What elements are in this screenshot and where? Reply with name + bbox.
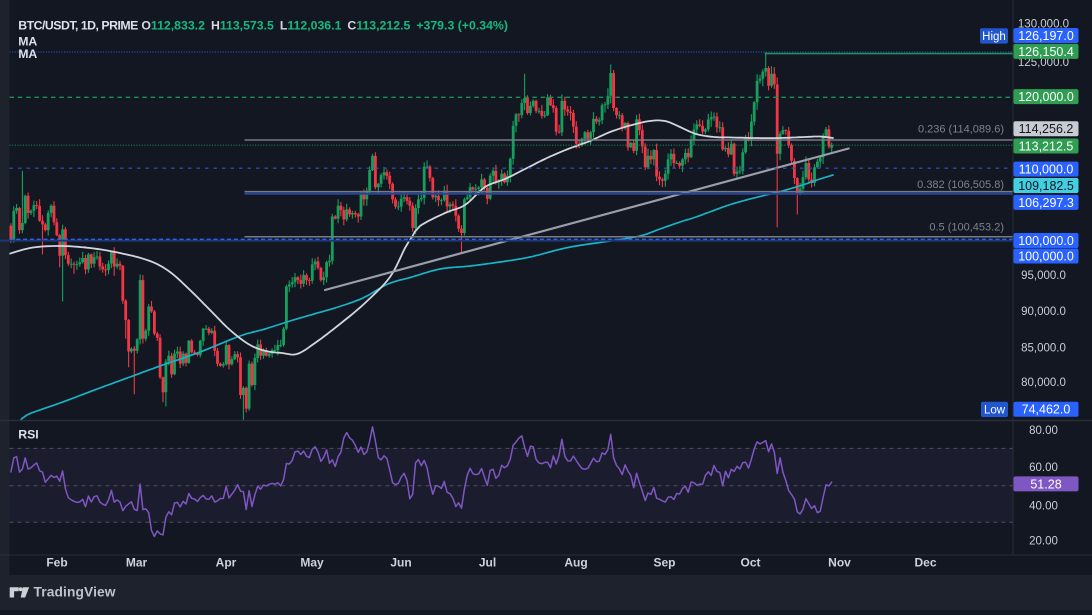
svg-text:90,000.0: 90,000.0 (1021, 306, 1066, 318)
svg-text:110,000.0: 110,000.0 (1019, 163, 1074, 177)
svg-text:51.28: 51.28 (1030, 477, 1061, 491)
svg-text:RSI: RSI (18, 427, 39, 441)
svg-text:Sep: Sep (653, 556, 675, 570)
svg-text:Jun: Jun (390, 556, 411, 570)
svg-text:113,212.5: 113,212.5 (1019, 139, 1074, 153)
svg-text:Mar: Mar (126, 556, 148, 570)
svg-text:74,462.0: 74,462.0 (1022, 403, 1071, 417)
svg-text:106,297.3: 106,297.3 (1018, 196, 1074, 210)
svg-text:125,000.0: 125,000.0 (1018, 57, 1069, 69)
svg-text:85,000.0: 85,000.0 (1021, 343, 1066, 355)
svg-text:114,256.2: 114,256.2 (1019, 122, 1074, 136)
svg-text:40.00: 40.00 (1029, 501, 1058, 513)
svg-text:Aug: Aug (564, 556, 587, 570)
svg-text:126,197.0: 126,197.0 (1018, 29, 1074, 43)
svg-text:May: May (300, 556, 324, 570)
svg-text:Jul: Jul (479, 556, 496, 570)
svg-text:60.00: 60.00 (1029, 462, 1058, 474)
svg-text:High: High (982, 31, 1006, 43)
svg-text:109,182.5: 109,182.5 (1018, 179, 1074, 193)
svg-text:Feb: Feb (46, 556, 67, 570)
svg-text:Nov: Nov (828, 556, 851, 570)
svg-text:0.5 (100,453.2): 0.5 (100,453.2) (929, 222, 1004, 234)
svg-text:80,000.0: 80,000.0 (1021, 377, 1066, 389)
svg-text:Apr: Apr (216, 556, 237, 570)
svg-text:100,000.0: 100,000.0 (1018, 234, 1074, 248)
svg-text:TradingView: TradingView (34, 585, 116, 600)
svg-text:Low: Low (984, 405, 1006, 417)
svg-text:100,000.0: 100,000.0 (1018, 249, 1074, 263)
svg-text:130,000.0: 130,000.0 (1018, 19, 1069, 31)
svg-text:80.00: 80.00 (1029, 425, 1058, 437)
svg-text:MA: MA (18, 47, 37, 61)
svg-text:126,150.4: 126,150.4 (1018, 45, 1074, 59)
svg-text:0.236 (114,089.6): 0.236 (114,089.6) (918, 124, 1004, 136)
svg-text:0.382 (106,505.8): 0.382 (106,505.8) (917, 179, 1004, 191)
svg-text:120,000.0: 120,000.0 (1018, 90, 1074, 104)
svg-text:Dec: Dec (914, 556, 936, 570)
svg-text:95,000.0: 95,000.0 (1021, 270, 1066, 282)
svg-text:20.00: 20.00 (1029, 536, 1058, 548)
svg-text:Oct: Oct (740, 556, 760, 570)
svg-text:MA: MA (18, 35, 37, 49)
